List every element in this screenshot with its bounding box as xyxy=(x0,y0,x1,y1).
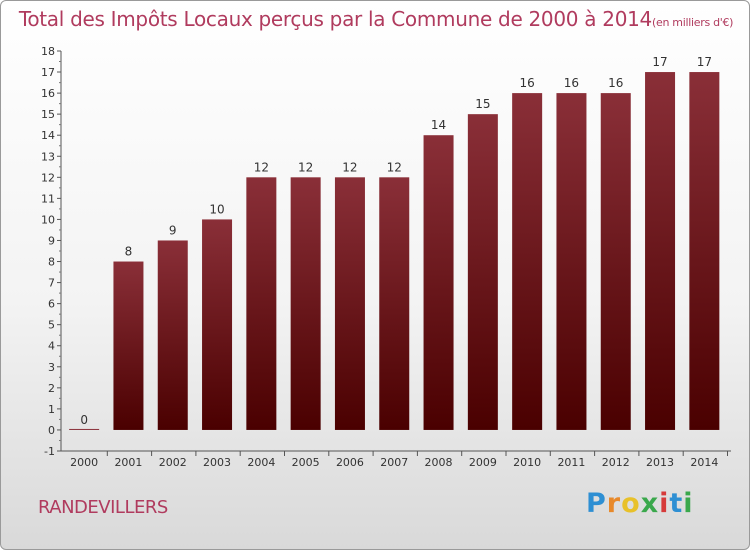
x-tick-label: 2012 xyxy=(602,456,630,469)
commune-name: RANDEVILLERS xyxy=(38,497,168,518)
y-tick-label: 2 xyxy=(48,382,55,395)
data-label: 12 xyxy=(342,160,357,174)
logo-letter: o xyxy=(621,488,641,519)
logo-letter: x xyxy=(640,488,660,519)
data-label: 14 xyxy=(431,118,446,132)
y-tick-label: 14 xyxy=(41,129,55,142)
data-label: 0 xyxy=(80,413,88,427)
bar xyxy=(423,135,454,430)
bar xyxy=(290,177,321,430)
logo-letter: t xyxy=(669,488,684,519)
bar xyxy=(467,114,498,430)
y-tick-label: 11 xyxy=(41,192,55,205)
y-tick-label: 7 xyxy=(48,277,55,290)
chart-title: Total des Impôts Locaux perçus par la Co… xyxy=(1,7,749,31)
bar xyxy=(113,261,144,430)
data-label: 17 xyxy=(652,55,667,69)
data-label: 10 xyxy=(209,202,224,216)
logo-letter: r xyxy=(606,488,622,519)
x-tick-label: 2000 xyxy=(70,456,98,469)
data-label: 16 xyxy=(564,76,579,90)
data-label: 17 xyxy=(697,55,712,69)
x-tick-label: 2005 xyxy=(292,456,320,469)
y-tick-label: 4 xyxy=(48,340,55,353)
y-tick-label: 15 xyxy=(41,108,55,121)
x-tick-label: 2003 xyxy=(203,456,231,469)
x-tick-label: 2011 xyxy=(557,456,585,469)
y-tick-label: 16 xyxy=(41,87,55,100)
data-label: 9 xyxy=(169,223,177,237)
y-tick-label: 18 xyxy=(41,45,55,58)
y-tick-label: 3 xyxy=(48,361,55,374)
data-label: 16 xyxy=(608,76,623,90)
data-label: 15 xyxy=(475,97,490,111)
data-label: 12 xyxy=(387,160,402,174)
x-tick-label: 2006 xyxy=(336,456,364,469)
bar xyxy=(600,93,631,430)
bar xyxy=(556,93,587,430)
x-tick-label: 2009 xyxy=(469,456,497,469)
bar xyxy=(379,177,410,430)
bar xyxy=(689,72,720,430)
bar xyxy=(69,428,100,430)
data-label: 16 xyxy=(520,76,535,90)
y-tick-label: 5 xyxy=(48,319,55,332)
y-tick-label: 6 xyxy=(48,298,55,311)
x-tick-label: 2001 xyxy=(114,456,142,469)
x-tick-label: 2014 xyxy=(690,456,718,469)
y-tick-label: 8 xyxy=(48,256,55,269)
y-tick-label: 9 xyxy=(48,234,55,247)
x-tick-label: 2013 xyxy=(646,456,674,469)
bar xyxy=(157,240,188,430)
bar xyxy=(202,219,233,430)
y-tick-label: -1 xyxy=(44,445,55,458)
data-label: 8 xyxy=(125,245,133,259)
data-label: 12 xyxy=(254,160,269,174)
y-tick-label: 13 xyxy=(41,150,55,163)
proxiti-logo: Proxiti xyxy=(586,488,694,519)
bar xyxy=(246,177,277,430)
bar xyxy=(334,177,365,430)
chart-title-unit: (en milliers d'€) xyxy=(651,16,734,29)
bar xyxy=(512,93,543,430)
x-tick-label: 2007 xyxy=(380,456,408,469)
logo-letter: P xyxy=(586,488,607,519)
bar xyxy=(645,72,676,430)
x-tick-label: 2010 xyxy=(513,456,541,469)
y-tick-label: 10 xyxy=(41,213,55,226)
x-tick-label: 2002 xyxy=(159,456,187,469)
x-tick-label: 2008 xyxy=(425,456,453,469)
logo-letter: i xyxy=(659,488,670,519)
y-tick-label: 1 xyxy=(48,403,55,416)
x-tick-label: 2004 xyxy=(247,456,275,469)
data-label: 12 xyxy=(298,160,313,174)
logo-letter: i xyxy=(683,488,694,519)
chart-title-text: Total des Impôts Locaux perçus par la Co… xyxy=(18,7,652,31)
y-tick-label: 12 xyxy=(41,171,55,184)
y-tick-label: 17 xyxy=(41,66,55,79)
y-tick-label: 0 xyxy=(48,424,55,437)
